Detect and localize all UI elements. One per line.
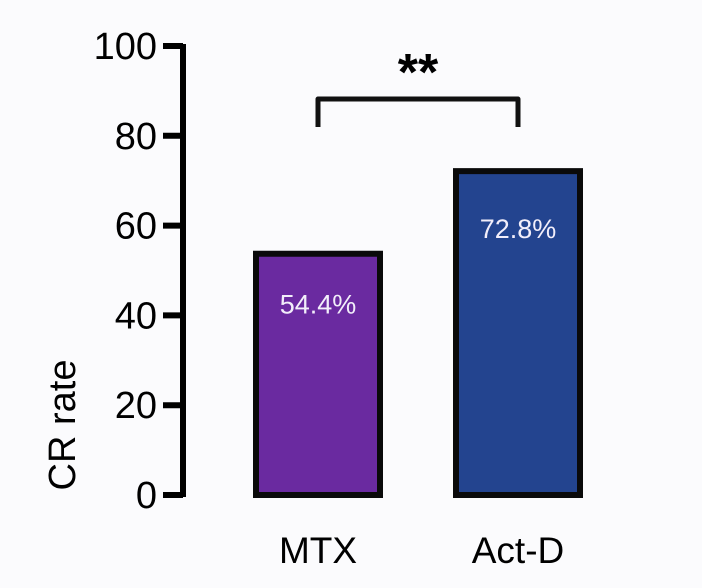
y-tick-label: 40 (115, 295, 157, 337)
x-tick-label: Act-D (472, 530, 565, 571)
y-axis: 0 20 40 60 80 100 (94, 26, 186, 517)
y-tick-label: 80 (115, 116, 157, 158)
bars: 54.4% 72.8% (253, 168, 583, 499)
y-axis-label: CR rate (42, 360, 84, 491)
bar-act-d (453, 168, 583, 499)
significance-annotation: ** (315, 44, 521, 127)
significance-bracket (315, 96, 521, 127)
y-tick-label: 0 (136, 475, 157, 517)
data-label: 54.4% (280, 290, 357, 320)
x-tick-label: MTX (279, 530, 357, 571)
y-tick-label: 100 (94, 26, 157, 68)
bar-mtx (253, 250, 383, 498)
x-tick-labels: MTX Act-D (279, 530, 564, 571)
data-label: 72.8% (480, 214, 557, 244)
y-tick-label: 60 (115, 206, 157, 248)
y-tick-label: 20 (115, 385, 157, 427)
significance-stars: ** (398, 44, 439, 102)
